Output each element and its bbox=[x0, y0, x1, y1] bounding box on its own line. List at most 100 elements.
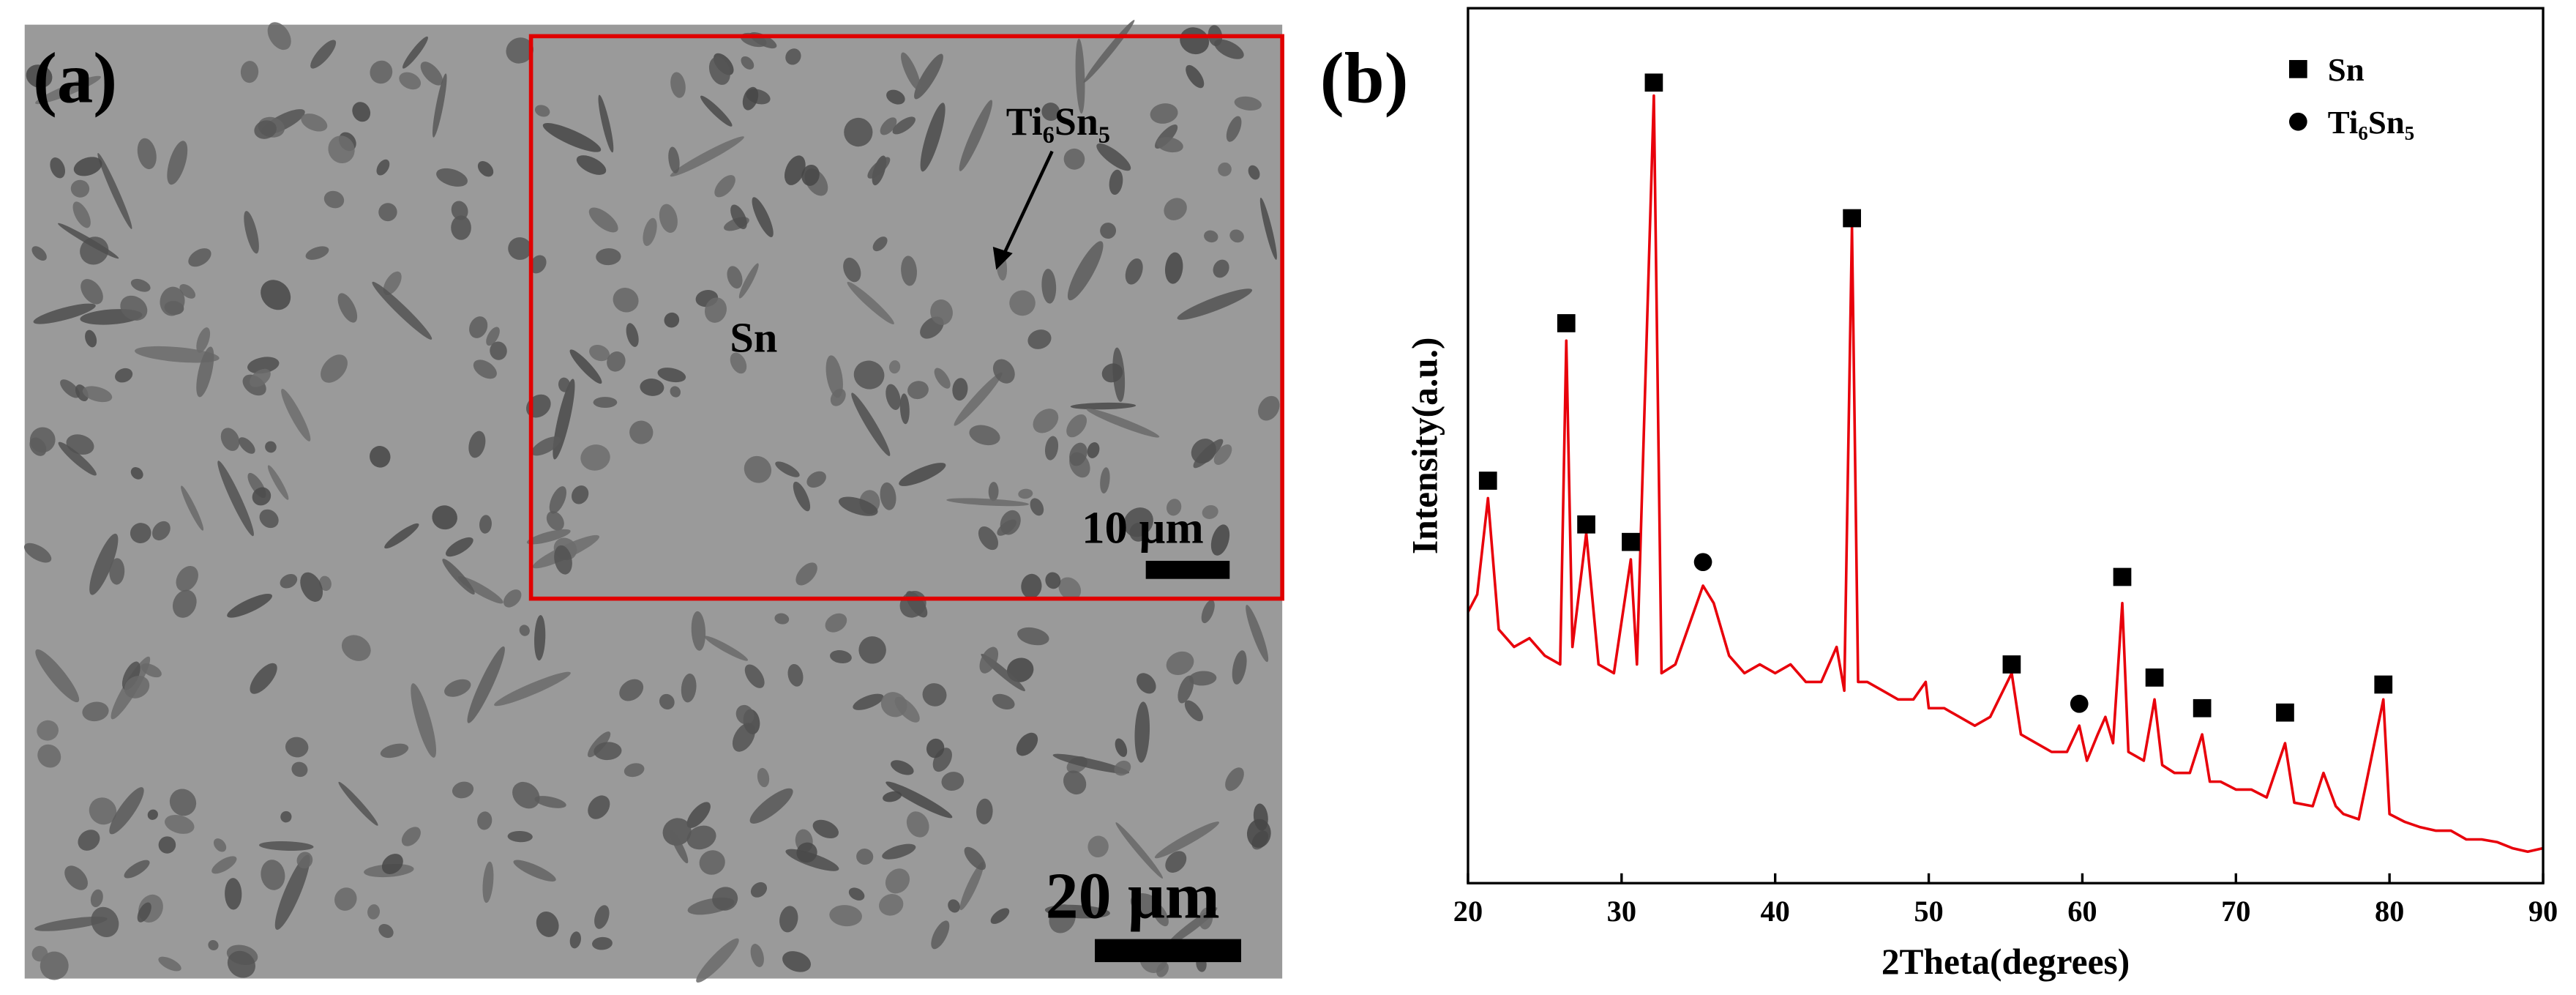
grain bbox=[1066, 414, 1087, 438]
grain bbox=[1130, 892, 1161, 915]
grain bbox=[708, 56, 730, 85]
grain bbox=[1096, 143, 1131, 171]
grain bbox=[244, 211, 259, 254]
grain bbox=[73, 157, 102, 176]
grain bbox=[954, 372, 1003, 426]
grain bbox=[334, 887, 357, 911]
grain bbox=[681, 673, 697, 703]
y-axis-label: Intensity(a.u.) bbox=[1404, 338, 1445, 554]
grain bbox=[744, 664, 765, 688]
grain bbox=[1067, 241, 1104, 301]
grain bbox=[399, 72, 422, 90]
grain bbox=[880, 117, 897, 135]
grain bbox=[259, 841, 314, 851]
grain bbox=[536, 911, 559, 937]
grain bbox=[588, 207, 618, 233]
grain bbox=[1018, 488, 1033, 499]
grain bbox=[629, 420, 654, 444]
grain bbox=[735, 704, 755, 725]
grain bbox=[1063, 148, 1085, 170]
grain bbox=[165, 814, 195, 834]
grain bbox=[267, 22, 291, 51]
grain bbox=[569, 931, 581, 949]
grain bbox=[880, 692, 907, 718]
grain bbox=[211, 856, 237, 874]
grain bbox=[1063, 770, 1087, 795]
grain bbox=[1044, 436, 1059, 461]
grain bbox=[378, 203, 397, 222]
grain bbox=[546, 511, 564, 531]
grain bbox=[848, 887, 865, 901]
grain bbox=[883, 791, 902, 802]
legend-symbol bbox=[2288, 112, 2307, 131]
grain bbox=[886, 781, 953, 819]
grain bbox=[795, 562, 817, 586]
peak-marker bbox=[2276, 703, 2294, 722]
grain bbox=[888, 360, 901, 374]
grain bbox=[969, 425, 1000, 446]
grain bbox=[82, 701, 109, 722]
grain bbox=[160, 286, 185, 316]
peak-marker bbox=[2193, 698, 2212, 718]
grain bbox=[1017, 627, 1049, 646]
grain bbox=[1156, 137, 1183, 153]
grain bbox=[580, 444, 610, 471]
grain bbox=[885, 868, 910, 894]
grain bbox=[1186, 64, 1205, 89]
grain bbox=[31, 945, 48, 962]
grain bbox=[1258, 395, 1280, 421]
grain bbox=[261, 280, 291, 310]
peak-marker bbox=[1843, 209, 1861, 228]
peak-marker bbox=[1622, 532, 1640, 551]
grain bbox=[58, 441, 97, 476]
grain bbox=[914, 53, 943, 100]
grain bbox=[378, 924, 394, 939]
grain bbox=[1087, 442, 1100, 458]
grain bbox=[534, 105, 550, 117]
grain bbox=[120, 295, 148, 321]
grain bbox=[506, 37, 534, 64]
grain bbox=[384, 523, 419, 549]
grain bbox=[1100, 467, 1110, 494]
grain bbox=[436, 168, 468, 187]
grain bbox=[959, 862, 984, 911]
grain bbox=[115, 368, 133, 383]
grain bbox=[1166, 651, 1194, 675]
peak-marker bbox=[1644, 73, 1663, 92]
grain bbox=[452, 781, 474, 799]
grain bbox=[442, 559, 475, 595]
grain bbox=[261, 860, 285, 890]
grain bbox=[844, 117, 873, 147]
grain bbox=[31, 246, 47, 261]
grain bbox=[1137, 673, 1156, 694]
inset-scale-label: 10 μm bbox=[1082, 502, 1204, 553]
grain bbox=[208, 939, 219, 950]
grain bbox=[741, 56, 755, 70]
grain bbox=[1218, 162, 1232, 176]
grain bbox=[1177, 288, 1253, 320]
grain bbox=[1226, 116, 1242, 142]
peak-marker bbox=[1557, 314, 1576, 332]
grain bbox=[35, 75, 101, 105]
grain bbox=[50, 157, 66, 179]
grain bbox=[1234, 96, 1262, 111]
grain bbox=[1058, 577, 1082, 600]
xrd-line bbox=[1467, 94, 2544, 854]
grain bbox=[225, 878, 242, 910]
grain bbox=[934, 368, 951, 389]
grain bbox=[930, 299, 953, 325]
panel-label: (b) bbox=[1320, 38, 1409, 118]
inset-scale-bar bbox=[1145, 560, 1230, 579]
grain bbox=[730, 204, 747, 229]
grain bbox=[867, 157, 891, 179]
grain bbox=[519, 625, 530, 636]
grain bbox=[1246, 605, 1269, 663]
grain bbox=[853, 360, 885, 390]
panel-label: (a) bbox=[33, 38, 117, 118]
grain bbox=[512, 781, 540, 809]
grain bbox=[141, 663, 162, 678]
grain bbox=[172, 589, 197, 618]
grain bbox=[1027, 329, 1052, 349]
grain bbox=[1225, 767, 1244, 791]
